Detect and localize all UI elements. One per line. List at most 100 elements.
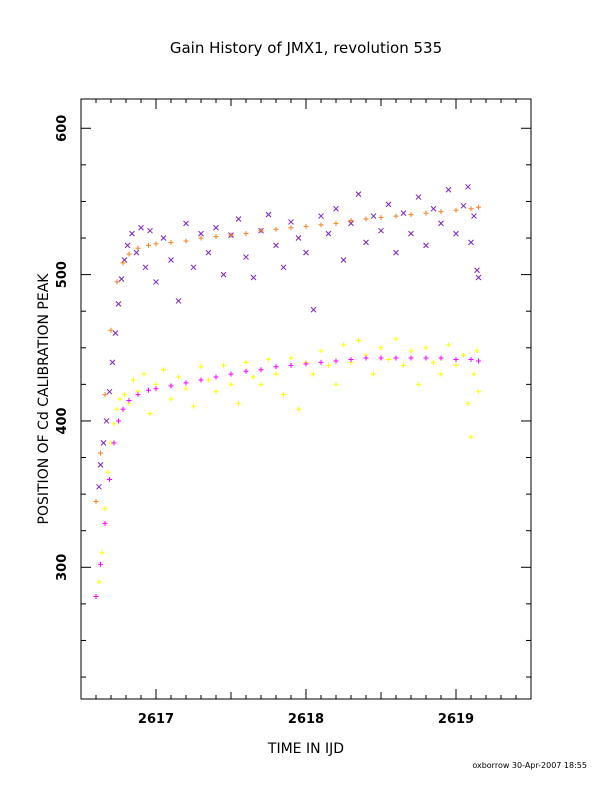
data-point [266, 356, 271, 362]
data-point [393, 355, 399, 361]
data-point [105, 469, 111, 475]
data-point [111, 440, 117, 446]
data-point [236, 400, 241, 406]
data-point [120, 406, 126, 412]
data-point [168, 257, 174, 263]
data-point [98, 450, 103, 456]
data-point [205, 249, 212, 256]
x-tick-label: 2619 [438, 712, 474, 727]
data-point [408, 355, 414, 361]
data-point [161, 367, 166, 373]
data-point [431, 359, 436, 365]
data-point [461, 352, 466, 358]
data-point [386, 356, 391, 362]
data-point [318, 359, 324, 365]
data-point [333, 220, 339, 226]
data-point [465, 183, 471, 190]
data-point [126, 397, 132, 403]
data-point [141, 371, 147, 377]
data-point [133, 249, 140, 256]
data-point [258, 381, 264, 387]
data-point [408, 348, 414, 354]
data-point [310, 306, 317, 313]
data-point [115, 301, 122, 307]
data-point [453, 230, 459, 237]
data-point [474, 267, 480, 274]
data-point [355, 191, 362, 197]
data-point [333, 381, 339, 387]
data-point [401, 362, 406, 368]
data-point [476, 358, 481, 364]
footer-credit: oxborrow 30-Apr-2007 18:55 [472, 761, 587, 770]
data-point [191, 403, 196, 409]
data-point [198, 230, 204, 237]
data-point [318, 348, 324, 354]
data-point [102, 520, 108, 526]
data-point [98, 561, 103, 567]
x-tick-label: 2617 [138, 712, 174, 727]
data-point [341, 342, 346, 348]
data-point [453, 362, 459, 368]
data-point [138, 224, 144, 231]
data-point [468, 434, 474, 440]
data-point [228, 232, 234, 238]
data-point [438, 209, 444, 215]
y-tick-label: 500 [55, 261, 70, 288]
series-0 [96, 183, 482, 490]
data-point [363, 216, 369, 222]
data-point [348, 220, 354, 227]
data-point [108, 327, 114, 333]
data-point [221, 362, 226, 368]
data-point [265, 211, 272, 218]
data-point [153, 279, 159, 285]
data-point [393, 213, 399, 219]
data-point [288, 225, 294, 231]
data-point [273, 242, 279, 249]
data-point [311, 371, 316, 377]
data-point [325, 230, 332, 237]
data-point [183, 220, 189, 227]
data-point [476, 204, 481, 210]
data-point [206, 377, 211, 383]
data-point [288, 219, 294, 225]
y-axis-ticks: 300 400 500 600 [55, 115, 531, 678]
data-point [281, 392, 286, 398]
data-point [465, 400, 471, 406]
data-point [114, 406, 120, 412]
data-point [363, 355, 369, 361]
data-point [160, 235, 167, 241]
x-tick-label: 2618 [288, 712, 324, 727]
data-point [109, 359, 116, 366]
data-point [288, 355, 294, 361]
data-point [168, 239, 174, 245]
data-point [198, 377, 204, 383]
data-point [176, 374, 181, 380]
series-2 [93, 204, 481, 504]
data-point [213, 389, 219, 395]
y-tick-label: 400 [55, 407, 70, 434]
data-point [220, 271, 227, 278]
data-point [303, 249, 309, 256]
data-point [400, 210, 407, 216]
data-point [124, 242, 131, 249]
data-point [131, 377, 136, 383]
x-axis-ticks: 2617 2618 2619 [80, 99, 532, 727]
data-point [93, 498, 99, 504]
data-point [318, 213, 324, 219]
data-point [146, 387, 151, 393]
data-point [295, 235, 302, 241]
data-point [97, 462, 104, 468]
data-point [468, 356, 474, 362]
data-point [471, 213, 477, 219]
data-point [468, 239, 474, 246]
data-point [168, 396, 174, 402]
data-point [243, 254, 249, 260]
data-point [120, 260, 126, 266]
data-point [471, 371, 477, 377]
data-point [153, 386, 159, 392]
data-point [235, 216, 242, 222]
data-point [474, 348, 480, 354]
data-point [370, 213, 377, 219]
data-point [96, 579, 102, 585]
